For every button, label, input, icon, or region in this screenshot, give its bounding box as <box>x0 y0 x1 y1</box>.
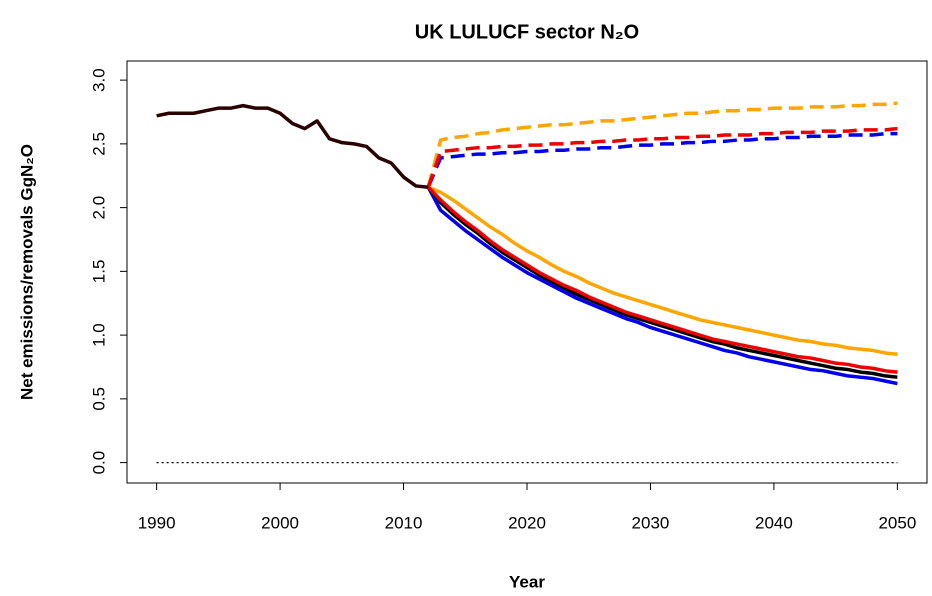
x-tick-label: 2020 <box>508 513 546 532</box>
y-tick-label: 0.5 <box>89 387 108 411</box>
x-tick-label: 2010 <box>385 513 423 532</box>
chart-title: UK LULUCF sector N₂O <box>415 21 639 43</box>
y-tick-label: 3.0 <box>89 68 108 92</box>
y-tick-label: 1.0 <box>89 323 108 347</box>
y-tick-label: 2.0 <box>89 196 108 220</box>
y-tick-label: 0.0 <box>89 451 108 475</box>
series-line <box>426 131 898 188</box>
series-line <box>426 126 898 188</box>
series-line <box>426 101 898 188</box>
series-line <box>156 103 429 189</box>
x-tick-label: 2000 <box>261 513 299 532</box>
x-axis-label: Year <box>509 572 545 591</box>
series-line <box>426 186 898 374</box>
x-tick-label: 2040 <box>755 513 793 532</box>
y-tick-label: 1.5 <box>89 260 108 284</box>
series-line <box>427 185 898 356</box>
y-axis-label: Net emissions/removals GgN₂O <box>17 144 36 400</box>
y-tick-label: 2.5 <box>89 132 108 156</box>
x-tick-label: 2050 <box>878 513 916 532</box>
x-tick-label: 2030 <box>632 513 670 532</box>
series-line <box>426 186 898 386</box>
series-line <box>426 186 898 379</box>
x-tick-label: 1990 <box>138 513 176 532</box>
